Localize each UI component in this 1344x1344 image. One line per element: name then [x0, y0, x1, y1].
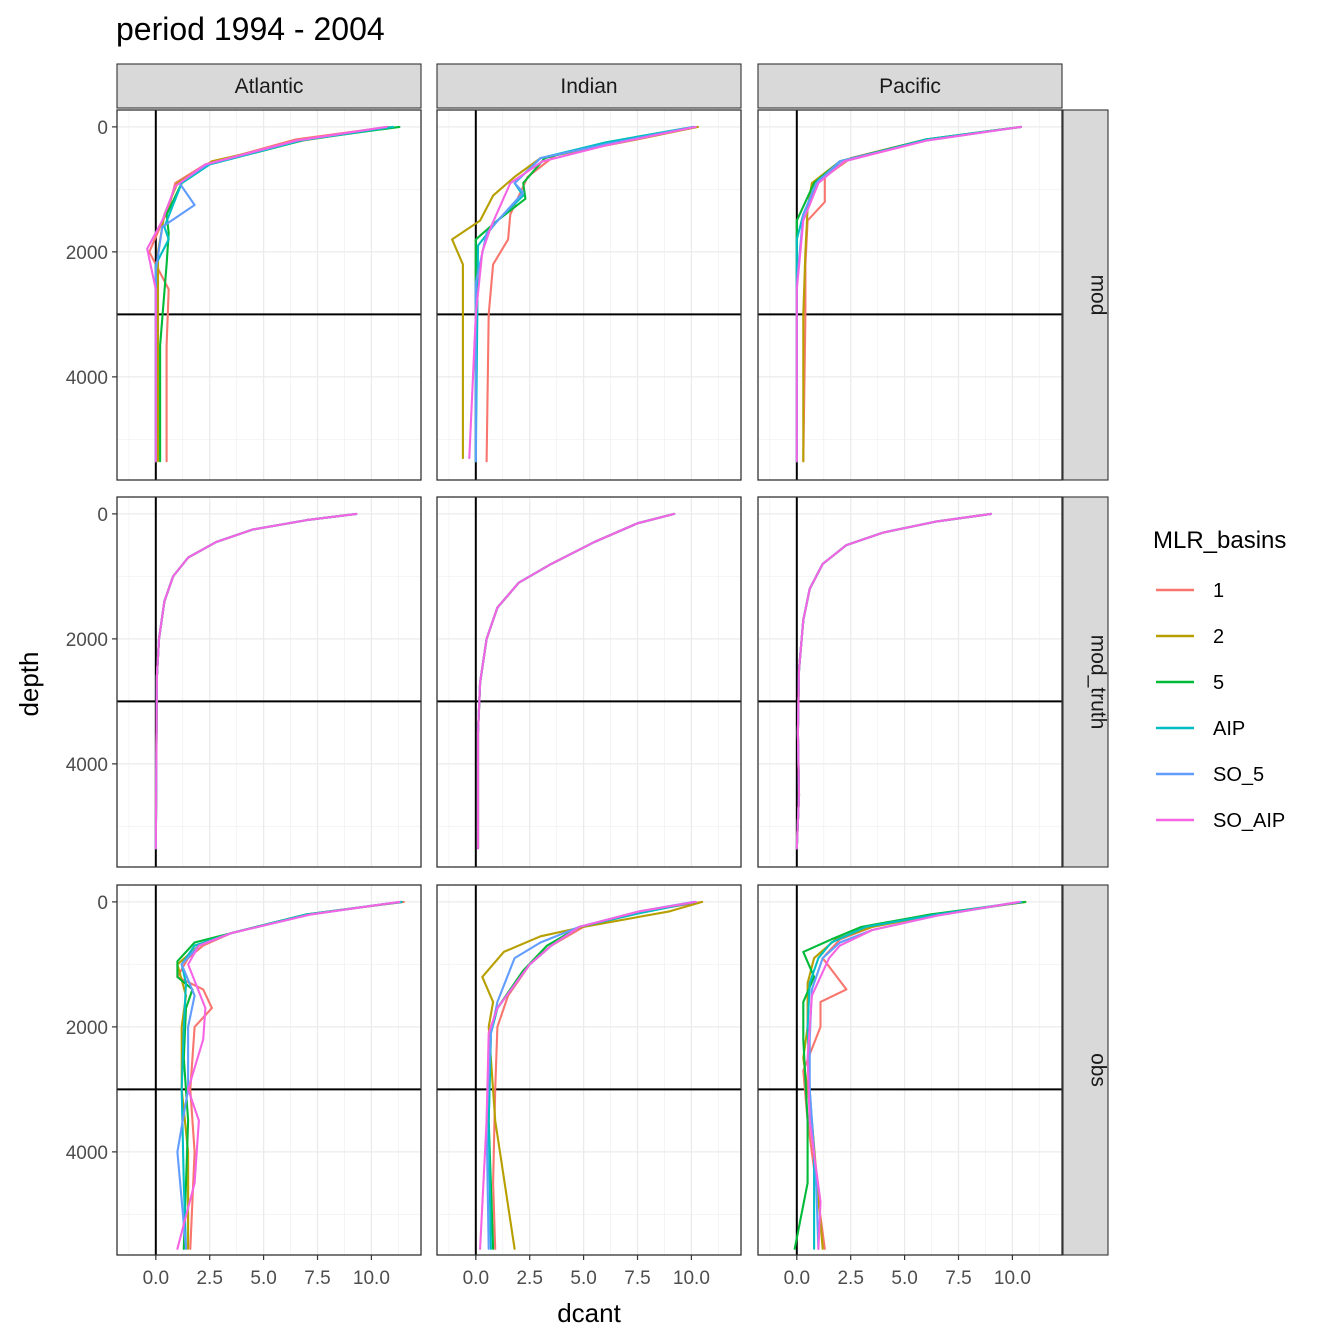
panel-background	[437, 497, 741, 867]
panel-obs-indian: 0.0 2.5 5.0 7.5 10.0	[436, 884, 742, 1289]
x-tick-label: 2.5	[196, 1268, 222, 1289]
series-line-2	[481, 900, 704, 1250]
series-line-so_aip	[479, 900, 697, 1250]
x-tick-label: 10.0	[353, 1268, 390, 1289]
panel-background	[117, 885, 421, 1255]
panel-background	[758, 110, 1062, 480]
chart-title: period 1994 - 2004	[116, 11, 385, 47]
panel-border	[116, 884, 422, 1256]
y-tick-label: 4000	[66, 1143, 108, 1164]
panel-mod_truth-atlantic: 0 2000 4000	[66, 496, 422, 868]
series-line-so_aip	[795, 125, 1023, 463]
strip-row-label-obs: obs	[1087, 1053, 1110, 1087]
x-tick-label: 2.5	[516, 1268, 542, 1289]
strip-row-label-mod: mod	[1087, 275, 1110, 316]
panel-obs-pacific: 0.0 2.5 5.0 7.5 10.0	[757, 884, 1063, 1289]
strip-row-mod_truth	[1062, 496, 1109, 868]
series-line-so_aip	[146, 125, 388, 463]
x-tick-label: 10.0	[673, 1268, 710, 1289]
panel-background	[117, 110, 421, 480]
strip-col-atlantic	[116, 63, 422, 109]
y-tick-label: 0	[97, 505, 108, 526]
panel-border	[757, 884, 1063, 1256]
strip-row-label-mod_truth: mod_truth	[1087, 635, 1110, 730]
strip-col-pacific	[757, 63, 1063, 109]
x-tick-label: 5.0	[891, 1268, 917, 1289]
series-line-so_aip	[795, 512, 992, 850]
series-line-so_aip	[476, 512, 676, 850]
panel-background	[758, 497, 1062, 867]
x-tick-label: 10.0	[994, 1268, 1031, 1289]
x-tick-label: 0.0	[143, 1268, 169, 1289]
y-tick-label: 2000	[66, 243, 108, 264]
x-tick-label: 7.5	[304, 1268, 330, 1289]
x-tick-label: 7.5	[945, 1268, 971, 1289]
y-tick-label: 0	[97, 118, 108, 139]
panel-mod-pacific	[757, 109, 1063, 481]
strip-row-mod	[1062, 109, 1109, 481]
x-axis-title: dcant	[557, 1298, 621, 1328]
series-line-so_aip	[806, 900, 1020, 1250]
panel-border	[757, 109, 1063, 481]
strip-row-obs	[1062, 884, 1109, 1256]
series-line-so_aip	[468, 125, 697, 460]
strip-col-label-atlantic: Atlantic	[235, 75, 304, 98]
panel-mod-indian	[436, 109, 742, 481]
x-tick-label: 5.0	[250, 1268, 276, 1289]
panel-background	[117, 497, 421, 867]
y-tick-label: 2000	[66, 630, 108, 651]
legend-label-so_5: SO_5	[1213, 764, 1264, 786]
panel-mod_truth-pacific	[757, 496, 1063, 868]
panel-border	[116, 109, 422, 481]
panel-obs-atlantic: 0 2000 4000 0.0 2.5 5.0 7.5 10.0	[66, 884, 422, 1289]
legend-label-so_aip: SO_AIP	[1213, 810, 1285, 832]
series-line-so_aip	[176, 900, 401, 1250]
panel-mod-atlantic: 0 2000 4000	[66, 109, 422, 481]
panel-border	[116, 496, 422, 868]
x-tick-label: 7.5	[624, 1268, 650, 1289]
legend-label-1: 1	[1213, 580, 1224, 602]
x-tick-label: 5.0	[570, 1268, 596, 1289]
y-tick-label: 4000	[66, 368, 108, 389]
legend-title: MLR_basins	[1153, 527, 1286, 554]
panel-border	[436, 884, 742, 1256]
panel-background	[437, 110, 741, 480]
series-line-so_5	[474, 125, 695, 463]
y-tick-label: 2000	[66, 1018, 108, 1039]
strip-col-label-indian: Indian	[560, 75, 617, 98]
x-tick-label: 2.5	[837, 1268, 863, 1289]
strip-col-indian	[436, 63, 742, 109]
strip-col-label-pacific: Pacific	[879, 75, 941, 98]
series-line-so_aip	[154, 512, 358, 850]
y-axis-title: depth	[14, 651, 44, 716]
legend-label-5: 5	[1213, 672, 1224, 694]
x-tick-label: 0.0	[784, 1268, 810, 1289]
legend-label-2: 2	[1213, 626, 1224, 648]
panel-border	[436, 496, 742, 868]
y-tick-label: 4000	[66, 755, 108, 776]
legend-label-aip: AIP	[1213, 718, 1245, 740]
legend: MLR_basins 1 2 5 AIP SO_5 SO_AIP	[1153, 527, 1286, 832]
x-tick-label: 0.0	[463, 1268, 489, 1289]
panel-border	[436, 109, 742, 481]
panel-mod_truth-indian	[436, 496, 742, 868]
panel-border	[757, 496, 1063, 868]
y-tick-label: 0	[97, 893, 108, 914]
